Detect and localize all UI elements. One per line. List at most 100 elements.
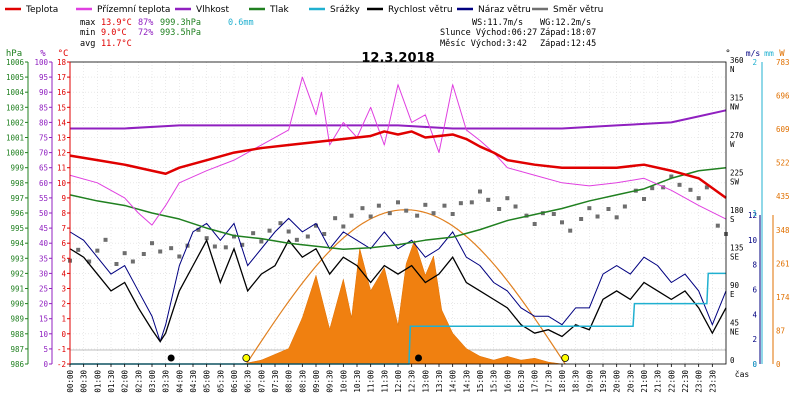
wind-tick-label: 0 xyxy=(752,360,757,369)
humidity-tick-label: 40 xyxy=(39,239,49,248)
wind-direction-point xyxy=(305,234,310,239)
wind-gust-line xyxy=(69,217,727,344)
solar-tick-label: 609 xyxy=(776,125,790,134)
wind-direction-point xyxy=(661,185,666,190)
x-tick-label: 10:00 xyxy=(339,370,348,393)
x-tick-label: 13:30 xyxy=(435,370,444,393)
wind-direction-point xyxy=(505,196,510,201)
wind-direction-point xyxy=(278,221,283,226)
unit-ms: m/s xyxy=(746,49,761,58)
x-tick-label: 03:30 xyxy=(162,370,171,393)
x-tick-label: 07:30 xyxy=(271,370,280,393)
pressure-tick-label: 987 xyxy=(10,345,24,354)
wind-direction-point xyxy=(150,241,154,246)
stats-max-press: 999.3hPa xyxy=(160,18,201,28)
humidity-tick-label: 35 xyxy=(39,254,48,263)
x-tick-label: 11:00 xyxy=(367,370,376,393)
x-tick-label: 07:00 xyxy=(257,370,266,393)
x-tick-label: 05:30 xyxy=(216,370,225,393)
pressure-tick-label: 997 xyxy=(10,194,24,203)
wind-direction-point xyxy=(458,201,463,206)
stats-avg-temp: 11.7°C xyxy=(101,39,132,49)
x-tick-label: 21:30 xyxy=(654,370,663,393)
wind-direction-point xyxy=(333,216,338,221)
x-tick-label: 06:00 xyxy=(230,370,239,393)
wind-direction-point xyxy=(622,204,627,209)
temperature-line xyxy=(69,130,727,199)
humidity-tick-label: 25 xyxy=(39,285,48,294)
solar-tick-label: 696 xyxy=(776,92,790,101)
wind-tick-label: 4 xyxy=(752,310,757,319)
x-tick-label: 11:30 xyxy=(380,370,389,393)
x-tick-label: 01:00 xyxy=(93,370,102,393)
x-tick-label: 03:00 xyxy=(148,370,157,393)
info-sun-set: Západ:18:07 xyxy=(540,28,596,38)
pressure-tick-label: 996 xyxy=(10,209,24,218)
wind-direction-point xyxy=(497,207,502,211)
stats-max-label: max xyxy=(80,18,95,28)
humidity-tick-label: 85 xyxy=(39,103,48,112)
temperature-tick-label: 11 xyxy=(57,164,66,173)
info-ws: WS:11.7m/s xyxy=(472,18,523,28)
humidity-tick-label: 90 xyxy=(39,88,49,97)
wind-direction-point xyxy=(376,203,381,208)
x-tick-label: 19:30 xyxy=(599,370,608,393)
solar-area xyxy=(242,239,563,365)
wind-direction-point xyxy=(669,174,674,179)
sunset-marker xyxy=(561,354,570,362)
temperature-tick-label: -1 xyxy=(57,345,66,354)
pressure-tick-label: 992 xyxy=(10,269,24,278)
temperature-tick-label: 6 xyxy=(61,239,66,248)
wind-direction-point xyxy=(76,247,81,252)
wind-direction-point xyxy=(606,207,611,211)
stats-max-hum: 87% xyxy=(138,18,153,28)
x-tick-label: 00:00 xyxy=(66,370,75,393)
wind-direction-point xyxy=(587,206,592,211)
humidity-tick-label: 30 xyxy=(39,269,49,278)
x-tick-label: 10:30 xyxy=(353,370,362,393)
humidity-tick-label: 50 xyxy=(39,209,49,218)
wind-direction-point xyxy=(478,189,482,194)
wind-direction-point xyxy=(314,223,318,228)
wind-direction-point xyxy=(551,212,556,216)
wind-direction-point xyxy=(513,204,518,209)
x-tick-label: 12:30 xyxy=(408,370,417,393)
pressure-tick-label: 1006 xyxy=(6,58,25,67)
wind-tick-label: 8 xyxy=(752,261,757,270)
info-wg: WG:12.2m/s xyxy=(540,18,591,28)
x-tick-label: 01:30 xyxy=(107,370,116,393)
direction-tick-label: 225 xyxy=(730,169,744,178)
wind-direction-point xyxy=(95,248,100,253)
x-tick-label: 09:00 xyxy=(312,370,321,393)
pressure-line xyxy=(69,166,727,250)
pressure-tick-label: 993 xyxy=(10,254,24,263)
wind-direction-point xyxy=(568,228,573,233)
x-tick-label: 09:30 xyxy=(326,370,335,393)
wind-direction-point xyxy=(688,187,693,192)
temperature-tick-label: 3 xyxy=(61,285,66,294)
temperature-tick-label: 2 xyxy=(61,300,66,309)
x-tick-label: 22:00 xyxy=(667,370,676,393)
humidity-tick-label: 55 xyxy=(39,194,48,203)
pressure-tick-label: 1005 xyxy=(6,73,24,82)
x-tick-label: 02:00 xyxy=(121,370,130,393)
wind-tick-label: 2 xyxy=(752,335,757,344)
wind-direction-point xyxy=(715,223,720,228)
direction-tick-label: 315 xyxy=(730,94,744,103)
wind-direction-point xyxy=(415,213,420,218)
wind-direction-point xyxy=(177,254,182,259)
solar-tick-label: 0 xyxy=(776,360,781,369)
pressure-tick-label: 994 xyxy=(10,239,24,248)
temperature-tick-label: 8 xyxy=(61,209,66,218)
direction-compass-label: N xyxy=(730,65,735,74)
direction-tick-label: 270 xyxy=(730,131,744,140)
wind-direction-point xyxy=(223,245,228,250)
temperature-tick-label: 13 xyxy=(57,134,66,143)
x-tick-label: 04:00 xyxy=(175,370,184,393)
wind-direction-point xyxy=(677,182,682,187)
stats-min-press: 993.5hPa xyxy=(160,28,201,38)
wind-direction-point xyxy=(196,227,201,232)
wind-speed-line xyxy=(69,238,727,343)
